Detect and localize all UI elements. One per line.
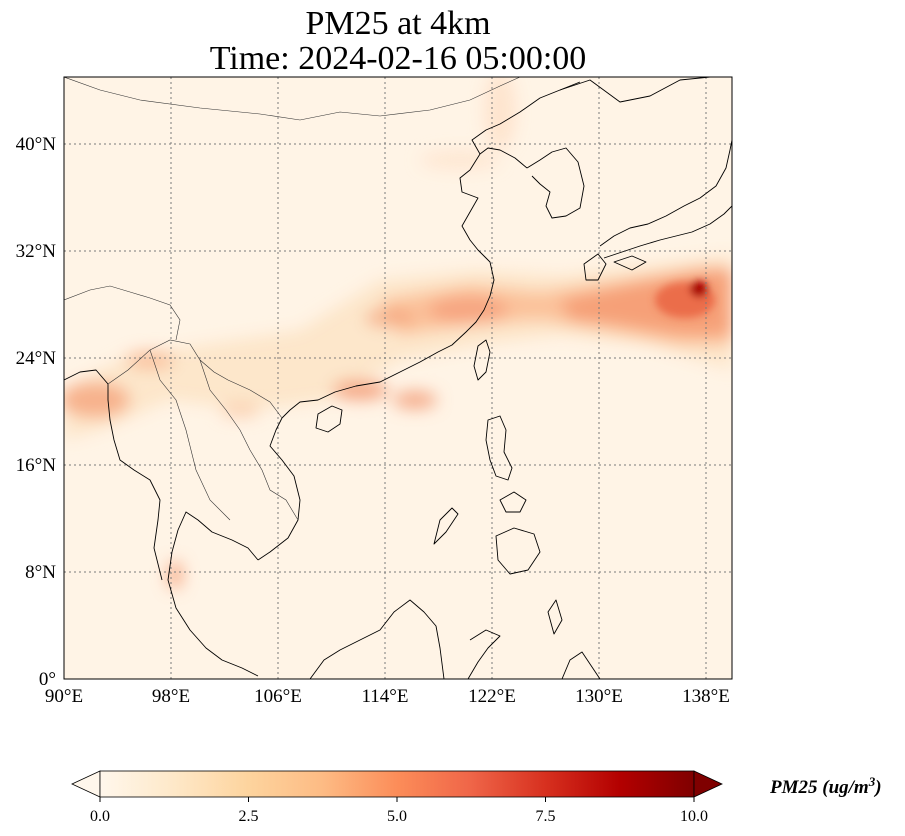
bay-of-bengal-coast <box>64 369 109 400</box>
colorbar-min-extend <box>71 770 101 798</box>
lon-tick-label: 138°E <box>682 686 730 707</box>
coastline-vietnam <box>257 417 301 561</box>
halmahera-island <box>547 599 563 635</box>
lat-tick-label: 0° <box>39 669 56 690</box>
colorbar-tick-label: 2.5 <box>239 808 259 825</box>
colorbar-max-extend <box>693 770 723 798</box>
colorbar-label: PM25 (ug/m3) <box>769 774 882 799</box>
korea-peninsula <box>526 147 585 219</box>
lat-tick-label: 40°N <box>16 134 57 155</box>
luzon-island <box>485 415 513 481</box>
lon-tick-label: 98°E <box>152 686 190 707</box>
japan-honshu <box>599 139 732 247</box>
lon-tick-label: 90°E <box>45 686 83 707</box>
map-frame <box>63 76 733 680</box>
hainan-island <box>315 405 343 433</box>
map-title-line2: Time: 2024-02-16 05:00:00 <box>209 40 587 77</box>
lat-tick-label: 24°N <box>16 348 57 369</box>
gulf-of-thailand <box>171 511 259 561</box>
lat-tick-label: 32°N <box>16 241 57 262</box>
japan-kyushu <box>583 253 607 281</box>
field-plumes <box>64 77 732 589</box>
map-title-line1: PM25 at 4km <box>305 5 491 42</box>
latitude-ticks: 0° 8°N 16°N 24°N 32°N 40°N <box>16 134 57 690</box>
field-hotspot <box>655 281 715 318</box>
colorbar-tick-label: 0.0 <box>90 808 110 825</box>
sulawesi-island <box>467 629 501 679</box>
coastline-bohai <box>471 81 581 155</box>
country-borders <box>64 77 521 521</box>
pm25-field <box>64 77 732 679</box>
lon-tick-label: 130°E <box>575 686 623 707</box>
taiwan-island <box>473 339 491 381</box>
russia-coast <box>559 77 711 103</box>
borneo-island <box>309 599 445 679</box>
japan-shikoku <box>613 255 647 271</box>
map-gridlines <box>64 77 732 679</box>
lon-tick-label: 114°E <box>362 686 409 707</box>
visayas-islands <box>499 491 527 513</box>
new-guinea-coast <box>561 651 601 679</box>
coastlines <box>64 77 732 679</box>
colorbar: 0.0 2.5 5.0 7.5 10.0 PM25 (ug/m3) <box>71 770 882 825</box>
colorbar-gradient <box>99 770 695 798</box>
mindanao-island <box>495 527 541 575</box>
lon-tick-label: 122°E <box>468 686 516 707</box>
malay-peninsula <box>167 551 259 677</box>
lat-tick-label: 8°N <box>25 562 56 583</box>
palawan-island <box>433 507 459 545</box>
colorbar-tick-label: 10.0 <box>680 808 708 825</box>
coastline-china <box>281 147 528 419</box>
colorbar-tick-label: 7.5 <box>536 808 556 825</box>
colorbar-tick-label: 5.0 <box>387 808 407 825</box>
colorbar-ticks: 0.0 2.5 5.0 7.5 10.0 <box>90 797 708 825</box>
lat-tick-label: 16°N <box>16 455 57 476</box>
longitude-ticks: 90°E 98°E 106°E 114°E 122°E 130°E 138°E <box>45 686 730 707</box>
lon-tick-label: 106°E <box>254 686 302 707</box>
andaman-coast <box>107 399 163 581</box>
japan-honshu-south <box>603 205 732 259</box>
